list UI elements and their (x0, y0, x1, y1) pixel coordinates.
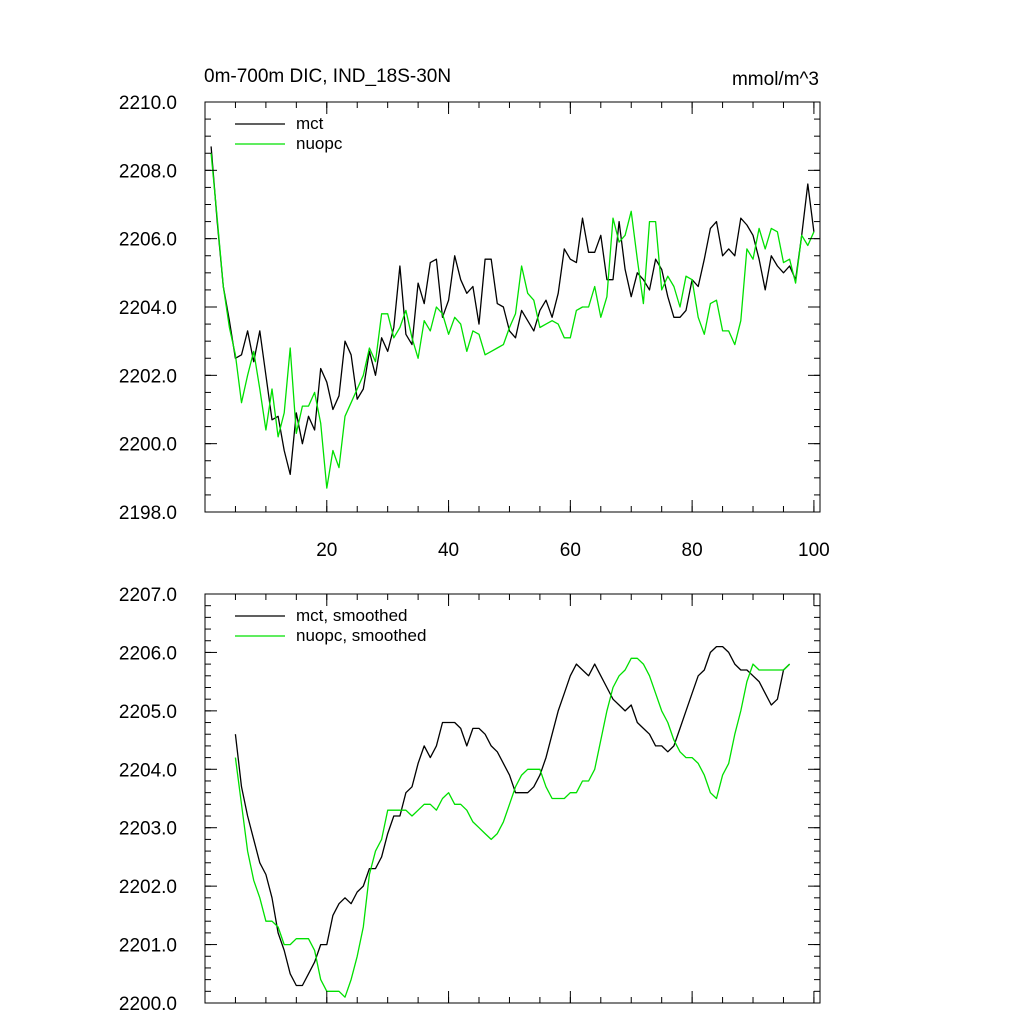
bottom-panel: 2200.0 2201.0 2202.0 2203.0 2204.0 2205.0 2206… (119, 585, 821, 1015)
y-tick-label: 2206.0 (119, 230, 177, 251)
y-tick-label: 2205.0 (119, 702, 177, 723)
legend-label: mct, smoothed (296, 606, 408, 625)
plot-frame (204, 593, 821, 1004)
x-tick-label: 100 (798, 540, 830, 561)
x-tick-label: 40 (438, 540, 459, 561)
y-tick-label: 2203.0 (119, 819, 177, 840)
series-line-nuopc (234, 657, 791, 998)
y-tick-label: 2206.0 (119, 643, 177, 664)
y-tick-label: 2198.0 (119, 503, 177, 524)
y-tick-label: 2207.0 (119, 585, 177, 606)
y-tick-label: 2200.0 (119, 435, 177, 456)
y-tick-label: 2204.0 (119, 298, 177, 319)
series-line-nuopc (210, 153, 815, 489)
y-tick-label: 2202.0 (119, 877, 177, 898)
x-tick-label: 80 (682, 540, 703, 561)
top-panel: 0m-700m DIC, IND_18S-30N mmol/m^3 2198.0… (119, 66, 830, 561)
y-tick-label: 2200.0 (119, 994, 177, 1015)
legend-label: nuopc, smoothed (296, 626, 426, 645)
y-tick-label: 2202.0 (119, 366, 177, 387)
series-line-mct (234, 645, 791, 987)
y-tick-label: 2204.0 (119, 760, 177, 781)
x-tick-label: 60 (560, 540, 581, 561)
units-label: mmol/m^3 (732, 69, 819, 90)
legend-label: nuopc (296, 134, 343, 153)
legend-label: mct (296, 114, 324, 133)
y-tick-label: 2208.0 (119, 161, 177, 182)
series-line-mct (210, 146, 815, 476)
y-tick-label: 2201.0 (119, 936, 177, 957)
plot-frame (204, 101, 821, 513)
x-tick-label: 20 (316, 540, 337, 561)
chart-title: 0m-700m DIC, IND_18S-30N (204, 66, 451, 87)
y-tick-label: 2210.0 (119, 93, 177, 114)
